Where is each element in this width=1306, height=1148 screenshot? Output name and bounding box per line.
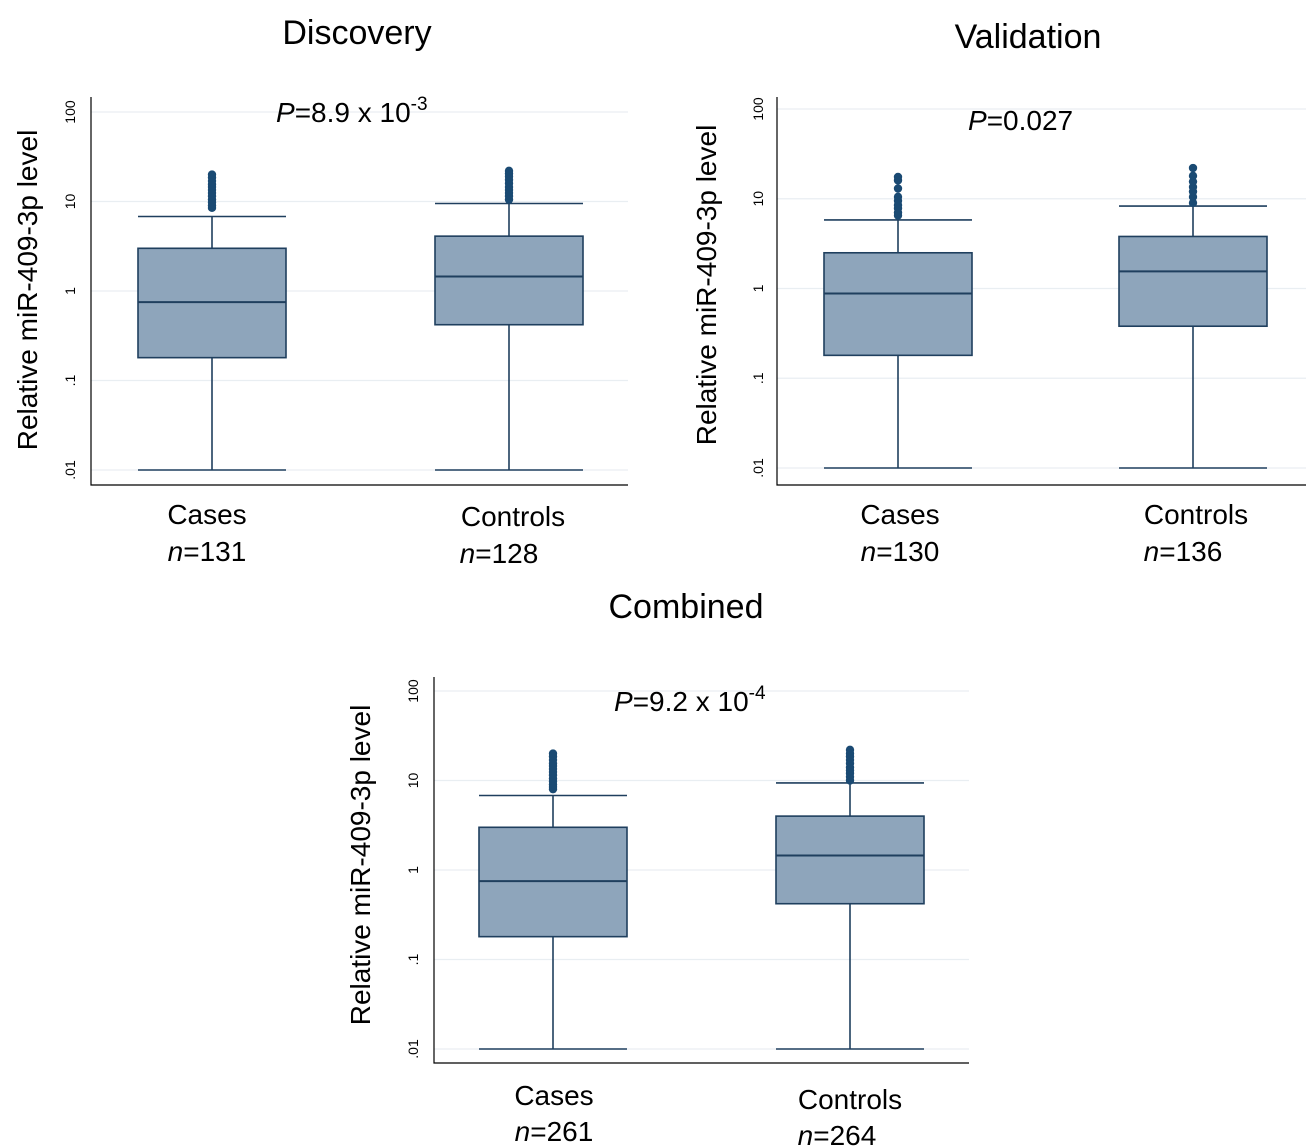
combined-y-tick-label: .1 — [405, 953, 421, 965]
iqr-box — [434, 235, 584, 326]
combined-y-tick-label: 1 — [405, 866, 421, 874]
discovery-y-tick-label: 1 — [62, 287, 78, 295]
discovery-cases-n: n=131 — [168, 536, 247, 567]
discovery-y-axis-label: Relative miR-409-3p level — [12, 130, 43, 451]
n-symbol: n — [168, 536, 184, 567]
combined-controls-n: n=264 — [798, 1120, 877, 1148]
combined-y-tick-label: .01 — [405, 1039, 421, 1059]
validation-controls-n: n=136 — [1144, 536, 1223, 567]
validation-y-tick-label: 10 — [750, 191, 766, 207]
n-symbol: n — [460, 538, 476, 569]
p-value-exponent: -4 — [749, 683, 766, 704]
iqr-box — [823, 251, 973, 357]
validation-cases-label: Cases — [860, 499, 939, 530]
iqr-box — [775, 815, 925, 905]
outlier-point — [845, 745, 855, 755]
combined-panel: Combined Relative miR-409-3p level .01 .… — [345, 588, 969, 1148]
combined-cases-n: n=261 — [515, 1116, 594, 1147]
n-symbol: n — [861, 536, 877, 567]
validation-axes — [776, 97, 1306, 486]
combined-title: Combined — [609, 588, 764, 626]
outlier-point — [1188, 171, 1198, 181]
outlier-point — [1188, 177, 1198, 186]
box-group-cases — [137, 170, 287, 471]
combined-y-axis-label: Relative miR-409-3p level — [345, 705, 376, 1026]
box-group-cases — [478, 749, 628, 1050]
discovery-y-tick-label: 10 — [62, 194, 78, 210]
combined-y-ticks: .01 .1 1 10 100 — [405, 679, 421, 1059]
discovery-axes — [90, 97, 628, 486]
validation-y-ticks: .01 .1 1 10 100 — [750, 97, 766, 478]
discovery-y-tick-label: 100 — [62, 100, 78, 124]
validation-y-tick-label: .01 — [750, 458, 766, 478]
combined-controls-label: Controls — [798, 1084, 902, 1115]
outlier-point — [1188, 198, 1198, 208]
n-value: =130 — [876, 536, 939, 567]
validation-y-axis-label: Relative miR-409-3p level — [691, 125, 722, 446]
validation-cases-n: n=130 — [861, 536, 940, 567]
validation-y-tick-label: .1 — [750, 372, 766, 384]
n-value: =261 — [530, 1116, 593, 1147]
validation-controls-label: Controls — [1144, 499, 1248, 530]
n-value: =128 — [475, 538, 538, 569]
p-symbol: P — [614, 686, 633, 717]
validation-title: Validation — [955, 18, 1102, 56]
combined-p-value: P=9.2 x 10-4 — [614, 683, 766, 717]
validation-panel: Validation Relative miR-409-3p level .01… — [691, 18, 1306, 567]
p-symbol: P — [968, 105, 987, 136]
p-value-text: =0.027 — [987, 105, 1073, 136]
discovery-controls-n: n=128 — [460, 538, 539, 569]
box-group-controls — [1118, 163, 1268, 469]
validation-boxes — [823, 163, 1268, 469]
outlier-point — [893, 192, 903, 202]
box-group-controls — [434, 166, 584, 471]
validation-p-value: P=0.027 — [968, 105, 1073, 136]
n-symbol: n — [798, 1120, 814, 1148]
discovery-panel: Discovery Relative miR-409-3p level .01 … — [12, 14, 628, 569]
outlier-point — [548, 749, 558, 758]
n-value: =264 — [813, 1120, 876, 1148]
combined-axes — [433, 677, 969, 1064]
outlier-point — [893, 184, 903, 193]
combined-y-tick-label: 100 — [405, 679, 421, 703]
box-group-controls — [775, 745, 925, 1050]
p-symbol: P — [276, 97, 295, 128]
validation-y-tick-label: 1 — [750, 284, 766, 292]
p-value-exponent: -3 — [411, 94, 428, 115]
outlier-point — [207, 170, 217, 179]
validation-y-tick-label: 100 — [750, 97, 766, 121]
combined-cases-label: Cases — [514, 1080, 593, 1111]
discovery-cases-label: Cases — [167, 499, 246, 530]
n-value: =136 — [1159, 536, 1222, 567]
n-symbol: n — [515, 1116, 531, 1147]
discovery-y-ticks: .01 .1 1 10 100 — [62, 100, 78, 480]
outlier-point — [1188, 163, 1198, 173]
discovery-controls-label: Controls — [461, 501, 565, 532]
n-symbol: n — [1144, 536, 1160, 567]
discovery-y-tick-label: .01 — [62, 460, 78, 480]
outlier-point — [893, 172, 903, 182]
p-value-text: =9.2 x 10 — [633, 686, 749, 717]
combined-y-tick-label: 10 — [405, 773, 421, 789]
p-value-text: =8.9 x 10 — [295, 97, 411, 128]
outlier-point — [504, 166, 514, 176]
discovery-p-value: P=8.9 x 10-3 — [276, 94, 428, 128]
discovery-boxes — [137, 166, 584, 471]
discovery-title: Discovery — [282, 14, 431, 52]
discovery-y-tick-label: .1 — [62, 374, 78, 386]
box-group-cases — [823, 172, 973, 469]
iqr-box — [1118, 235, 1268, 328]
combined-boxes — [478, 745, 925, 1050]
n-value: =131 — [183, 536, 246, 567]
